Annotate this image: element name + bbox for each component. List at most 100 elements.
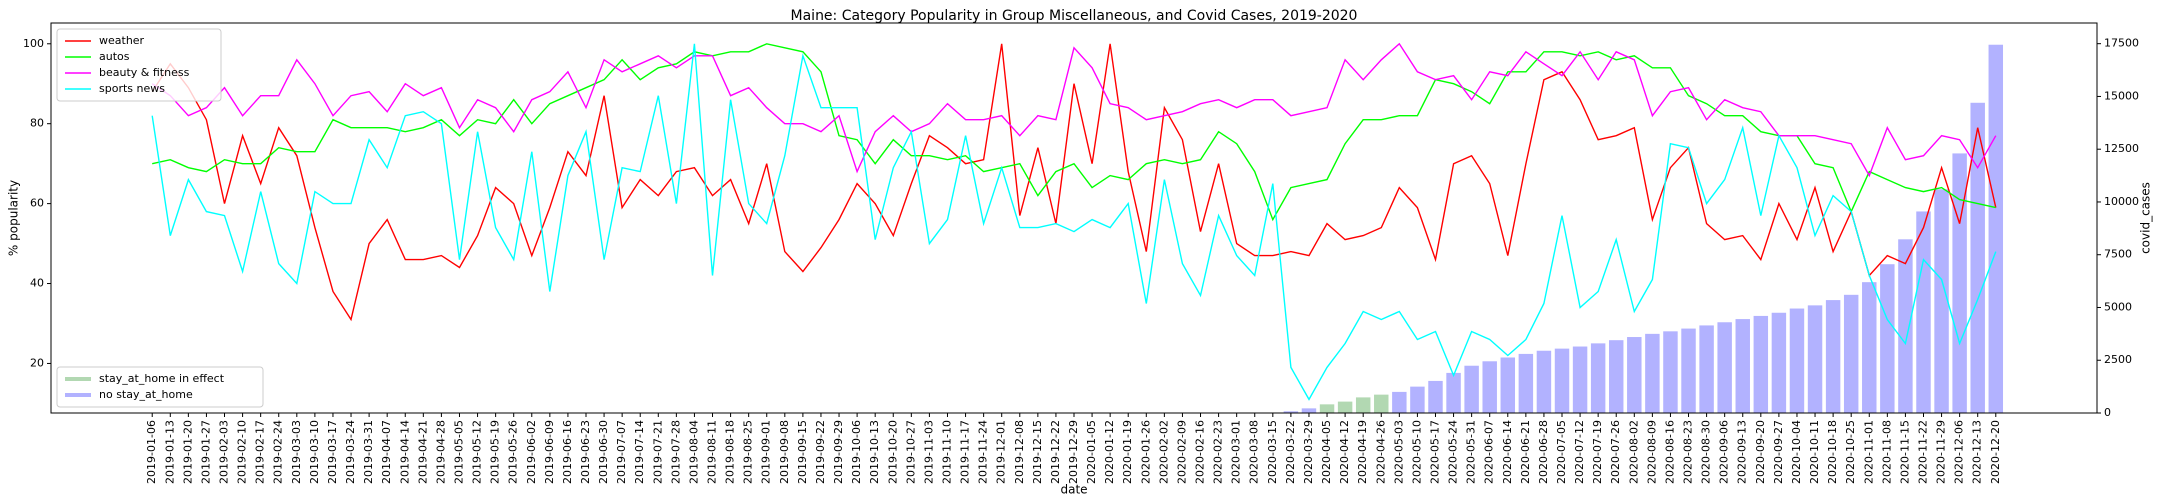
x-tick-label: 2020-11-29 bbox=[1935, 420, 1948, 484]
x-tick-label: 2020-07-12 bbox=[1573, 420, 1586, 484]
x-tick-label: 2019-07-21 bbox=[651, 420, 664, 484]
bar bbox=[1681, 328, 1696, 413]
x-tick-label: 2019-02-10 bbox=[236, 420, 249, 484]
x-tick-label: 2019-06-23 bbox=[579, 420, 592, 484]
bar bbox=[1392, 391, 1407, 413]
x-tick-label: 2020-11-08 bbox=[1880, 420, 1893, 484]
bar bbox=[1952, 153, 1967, 414]
legend-label: weather bbox=[99, 34, 145, 47]
x-tick-label: 2019-06-09 bbox=[543, 420, 556, 484]
x-tick-label: 2020-10-11 bbox=[1808, 420, 1821, 484]
x-tick-label: 2019-08-04 bbox=[687, 420, 700, 484]
bar bbox=[1862, 282, 1877, 413]
y2-tick-label: 7500 bbox=[2104, 248, 2132, 261]
x-tick-label: 2019-08-11 bbox=[706, 420, 719, 484]
x-tick-label: 2019-04-28 bbox=[434, 420, 447, 484]
y2-tick-label: 12500 bbox=[2104, 142, 2139, 155]
plot-frame bbox=[50, 22, 2098, 414]
x-tick-label: 2019-11-03 bbox=[922, 420, 935, 484]
x-tick-label: 2019-12-29 bbox=[1067, 420, 1080, 484]
x-tick-label: 2019-07-14 bbox=[633, 420, 646, 484]
x-tick-label: 2020-07-26 bbox=[1609, 420, 1622, 484]
bar bbox=[1608, 340, 1624, 413]
x-tick-label: 2019-09-22 bbox=[814, 420, 827, 484]
x-tick-label: 2019-02-24 bbox=[272, 420, 285, 484]
bar bbox=[1663, 331, 1678, 413]
x-tick-label: 2019-06-16 bbox=[561, 420, 574, 484]
x-tick-label: 2020-08-23 bbox=[1682, 420, 1695, 484]
x-tick-label: 2019-06-30 bbox=[597, 420, 610, 484]
x-tick-label: 2019-08-25 bbox=[742, 420, 755, 484]
bar bbox=[1301, 408, 1317, 413]
x-tick-label: 2019-10-13 bbox=[868, 420, 881, 484]
x-tick-label: 2019-04-14 bbox=[398, 420, 411, 484]
bar bbox=[1446, 372, 1461, 413]
bar bbox=[1464, 365, 1479, 413]
x-tick-label: 2020-11-22 bbox=[1916, 420, 1929, 484]
x-tick-label: 2020-10-04 bbox=[1790, 420, 1803, 484]
x-tick-label: 2020-05-24 bbox=[1447, 420, 1460, 484]
x-tick-label: 2019-07-07 bbox=[615, 420, 628, 484]
y2-tick-label: 17500 bbox=[2104, 37, 2139, 50]
x-tick-label: 2020-03-15 bbox=[1266, 420, 1279, 484]
x-tick-label: 2020-02-09 bbox=[1175, 420, 1188, 484]
x-tick-label: 2019-03-03 bbox=[290, 420, 303, 484]
bar bbox=[1536, 350, 1552, 413]
x-tick-label: 2020-01-26 bbox=[1139, 420, 1152, 484]
x-tick-label: 2020-08-16 bbox=[1663, 420, 1676, 484]
x-tick-label: 2020-12-06 bbox=[1953, 420, 1966, 484]
x-tick-label: 2019-03-31 bbox=[362, 420, 375, 484]
y2-axis-label: covid_cases bbox=[2139, 182, 2153, 254]
x-tick-label: 2019-05-19 bbox=[489, 420, 502, 484]
bar bbox=[1934, 189, 1949, 413]
x-tick-label: 2019-08-18 bbox=[724, 420, 737, 484]
x-tick-label: 2020-04-05 bbox=[1320, 420, 1333, 484]
y-axis-label: % popularity bbox=[7, 180, 21, 256]
legend-label: sports news bbox=[99, 82, 165, 95]
x-tick-label: 2020-03-01 bbox=[1230, 420, 1243, 484]
y2-tick-label: 15000 bbox=[2104, 89, 2139, 102]
chart-title: Maine: Category Popularity in Group Misc… bbox=[791, 8, 1358, 24]
y-tick-label: 40 bbox=[30, 277, 44, 290]
legend-box bbox=[56, 28, 222, 102]
x-tick-label: 2020-06-14 bbox=[1501, 420, 1514, 484]
x-tick-label: 2020-08-09 bbox=[1645, 420, 1658, 484]
x-tick-label: 2019-09-08 bbox=[778, 420, 791, 484]
x-tick-label: 2020-10-18 bbox=[1826, 420, 1839, 484]
x-tick-label: 2019-09-15 bbox=[796, 420, 809, 484]
bar bbox=[1789, 308, 1805, 413]
y-tick-label: 60 bbox=[30, 197, 44, 210]
bar bbox=[1916, 211, 1931, 413]
x-tick-label: 2020-08-02 bbox=[1627, 420, 1640, 484]
x-tick-label: 2019-09-01 bbox=[760, 420, 773, 484]
bar bbox=[1970, 102, 1985, 413]
x-tick-label: 2020-05-03 bbox=[1392, 420, 1405, 484]
x-tick-label: 2019-01-06 bbox=[145, 420, 158, 484]
line bbox=[151, 42, 1997, 178]
legend-label: stay_at_home in effect bbox=[99, 372, 225, 385]
x-tick-label: 2020-12-20 bbox=[1989, 420, 2002, 484]
x-tick-label: 2019-06-02 bbox=[525, 420, 538, 484]
bar bbox=[1807, 305, 1823, 413]
x-tick-label: 2019-05-26 bbox=[507, 420, 520, 484]
bar bbox=[1843, 294, 1859, 413]
x-tick-label: 2020-06-21 bbox=[1519, 420, 1532, 484]
x-tick-label: 2020-05-17 bbox=[1428, 420, 1441, 484]
x-tick-label: 2020-10-25 bbox=[1844, 420, 1857, 484]
x-tick-label: 2019-04-07 bbox=[380, 420, 393, 484]
x-tick-label: 2020-07-19 bbox=[1591, 420, 1604, 484]
bar bbox=[1572, 346, 1588, 413]
bar bbox=[1410, 386, 1425, 413]
bar bbox=[1518, 353, 1534, 413]
x-tick-label: 2019-10-27 bbox=[904, 420, 917, 484]
y-tick-label: 20 bbox=[30, 356, 44, 369]
x-tick-label: 2020-01-12 bbox=[1103, 420, 1116, 484]
x-tick-label: 2019-07-28 bbox=[669, 420, 682, 484]
x-tick-label: 2020-01-19 bbox=[1121, 420, 1134, 484]
x-tick-label: 2020-11-01 bbox=[1862, 420, 1875, 484]
x-tick-label: 2020-11-15 bbox=[1898, 420, 1911, 484]
x-tick-label: 2020-09-27 bbox=[1772, 420, 1785, 484]
bar bbox=[1735, 319, 1750, 413]
x-tick-label: 2020-04-12 bbox=[1338, 420, 1351, 484]
